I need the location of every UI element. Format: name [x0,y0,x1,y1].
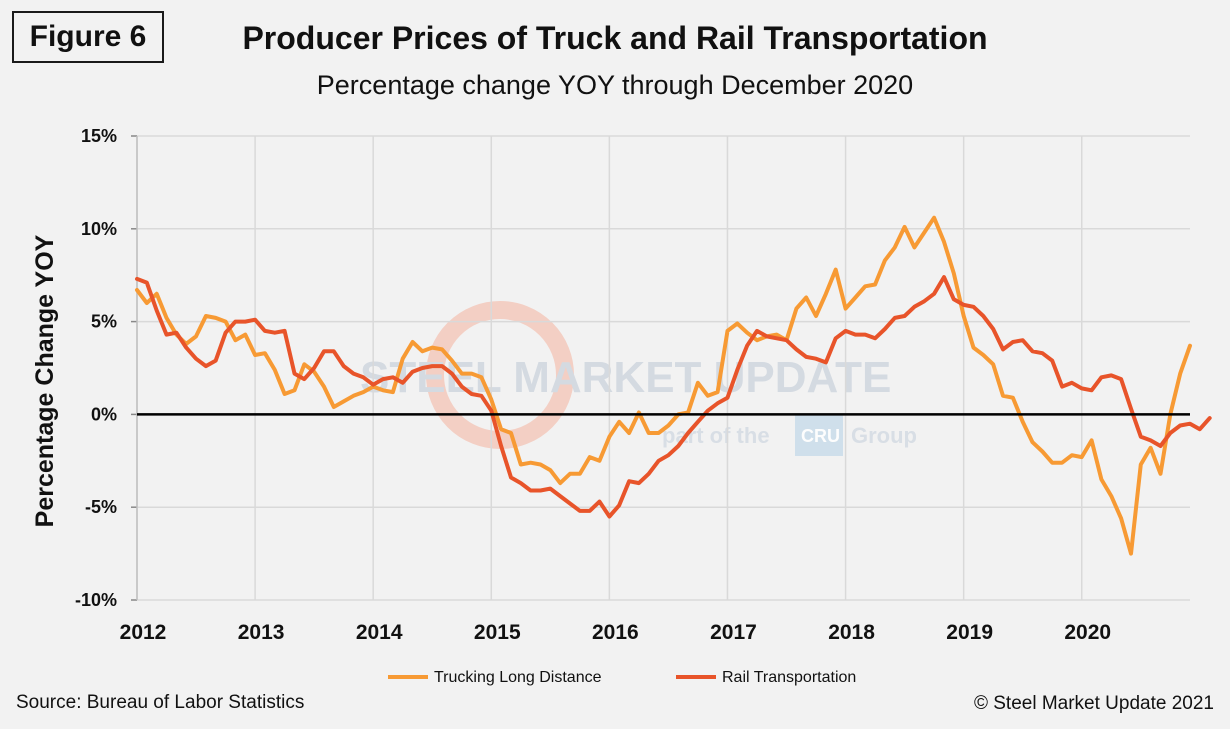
y-tick-label: -5% [85,497,117,517]
x-tick-label: 2018 [828,621,875,644]
x-tick-label: 2016 [592,621,639,644]
figure-label: Figure 6 [12,11,164,63]
x-tick-label: 2012 [120,621,167,644]
x-axis-ticks: 2012 2013 2014 2015 2016 2017 2018 2019 2020 [120,621,1111,644]
watermark-cru-box [795,414,843,456]
legend-label-rail: Rail Transportation [722,669,856,686]
y-tick-label: -10% [75,590,117,610]
x-tick-label: 2019 [946,621,993,644]
x-tick-label: 2017 [710,621,757,644]
y-axis-label: Percentage Change YOY [31,234,59,527]
y-tick-label: 15% [81,126,117,146]
x-tick-label: 2014 [356,621,403,644]
chart-subtitle: Percentage change YOY through December 2… [316,70,914,100]
source-note: Source: Bureau of Labor Statistics [16,692,305,713]
watermark: STEEL MARKET UPDATE part of the CRU Grou… [360,301,917,456]
y-axis-ticks: 15% 10% 5% 0% -5% -10% [75,126,137,610]
watermark-brand: STEEL MARKET UPDATE [360,353,891,402]
x-tick-label: 2013 [238,621,285,644]
series-line-rail [135,275,1212,519]
y-tick-label: 10% [81,219,117,239]
watermark-cru: CRU [801,426,840,446]
x-tick-label: 2020 [1064,621,1111,644]
y-tick-label: 5% [91,312,117,332]
series-lines [135,215,1212,556]
legend-label-trucking: Trucking Long Distance [434,669,602,686]
y-tick-label: 0% [91,404,117,424]
legend: Trucking Long Distance Rail Transportati… [388,669,856,686]
chart-title: Producer Prices of Truck and Rail Transp… [242,20,988,56]
x-tick-label: 2015 [474,621,521,644]
watermark-group: Group [851,423,917,448]
copyright-note: © Steel Market Update 2021 [973,693,1214,714]
